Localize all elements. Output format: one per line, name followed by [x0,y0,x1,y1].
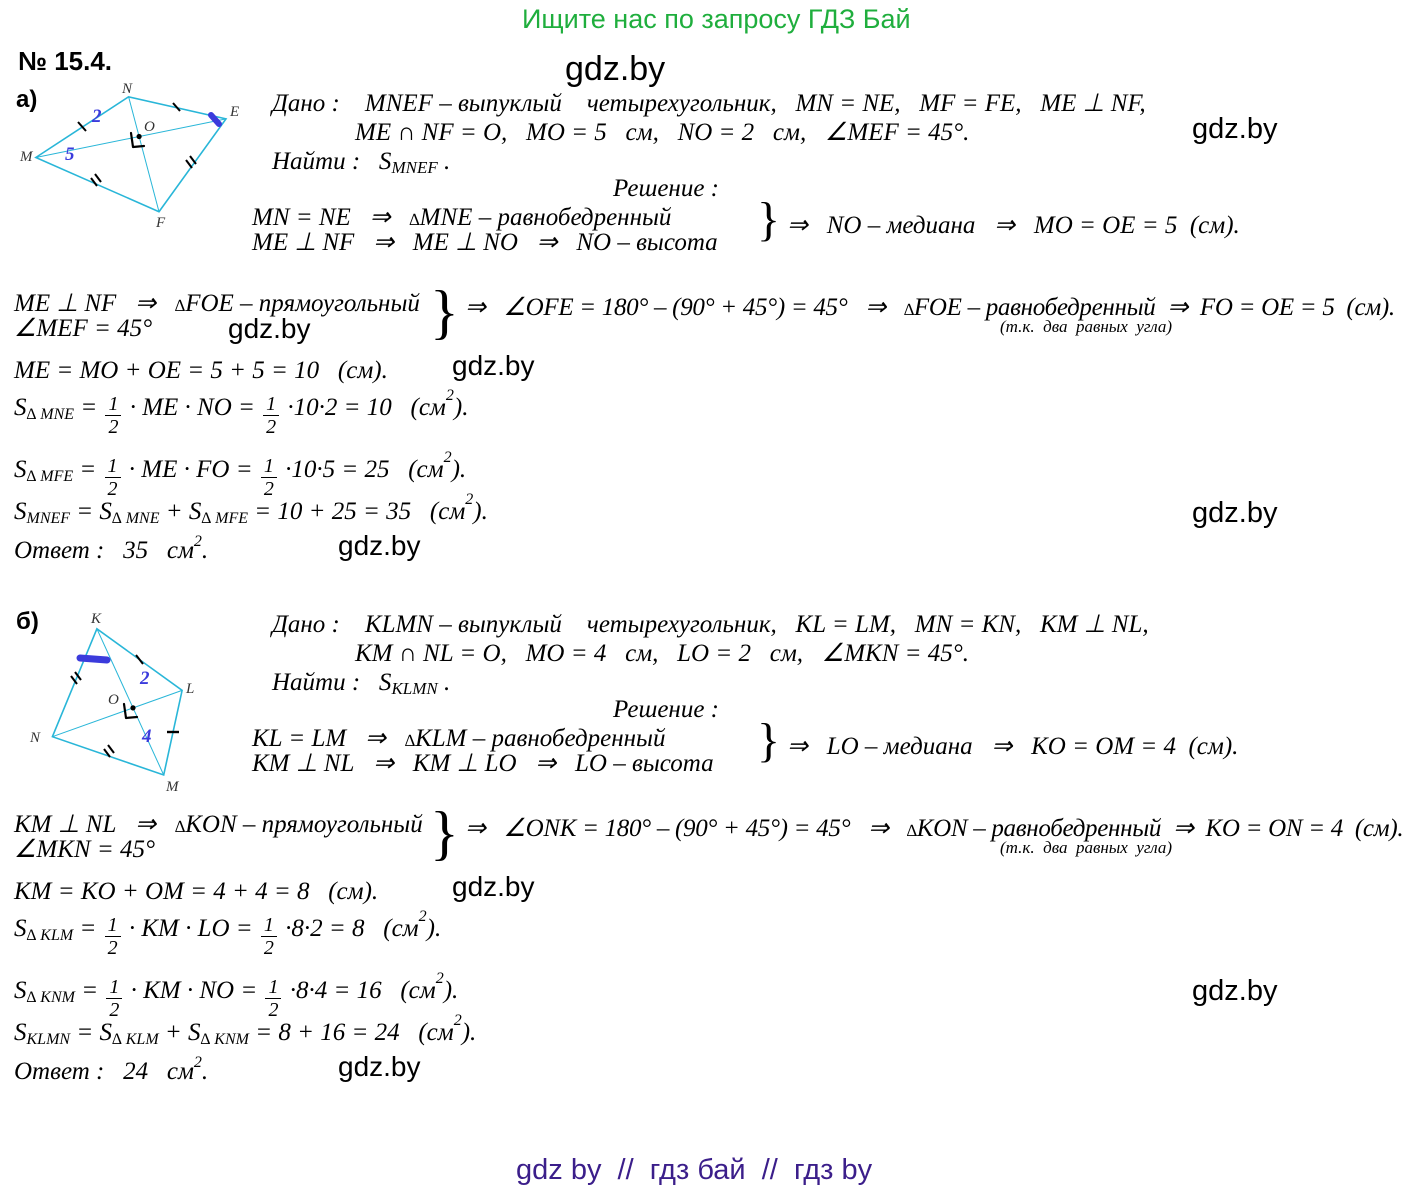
svg-text:M: M [19,149,34,165]
svg-text:O: O [108,692,119,708]
svg-text:M: M [165,779,180,795]
svg-text:N: N [121,81,133,97]
svg-text:N: N [29,730,41,746]
svg-text:F: F [155,215,166,230]
svg-text:4: 4 [141,726,152,747]
svg-text:2: 2 [139,668,150,689]
svg-text:L: L [185,681,194,697]
svg-text:O: O [144,119,155,135]
svg-text:E: E [229,104,239,120]
svg-text:5: 5 [65,144,75,165]
svg-text:K: K [90,611,102,627]
svg-text:2: 2 [91,106,102,127]
